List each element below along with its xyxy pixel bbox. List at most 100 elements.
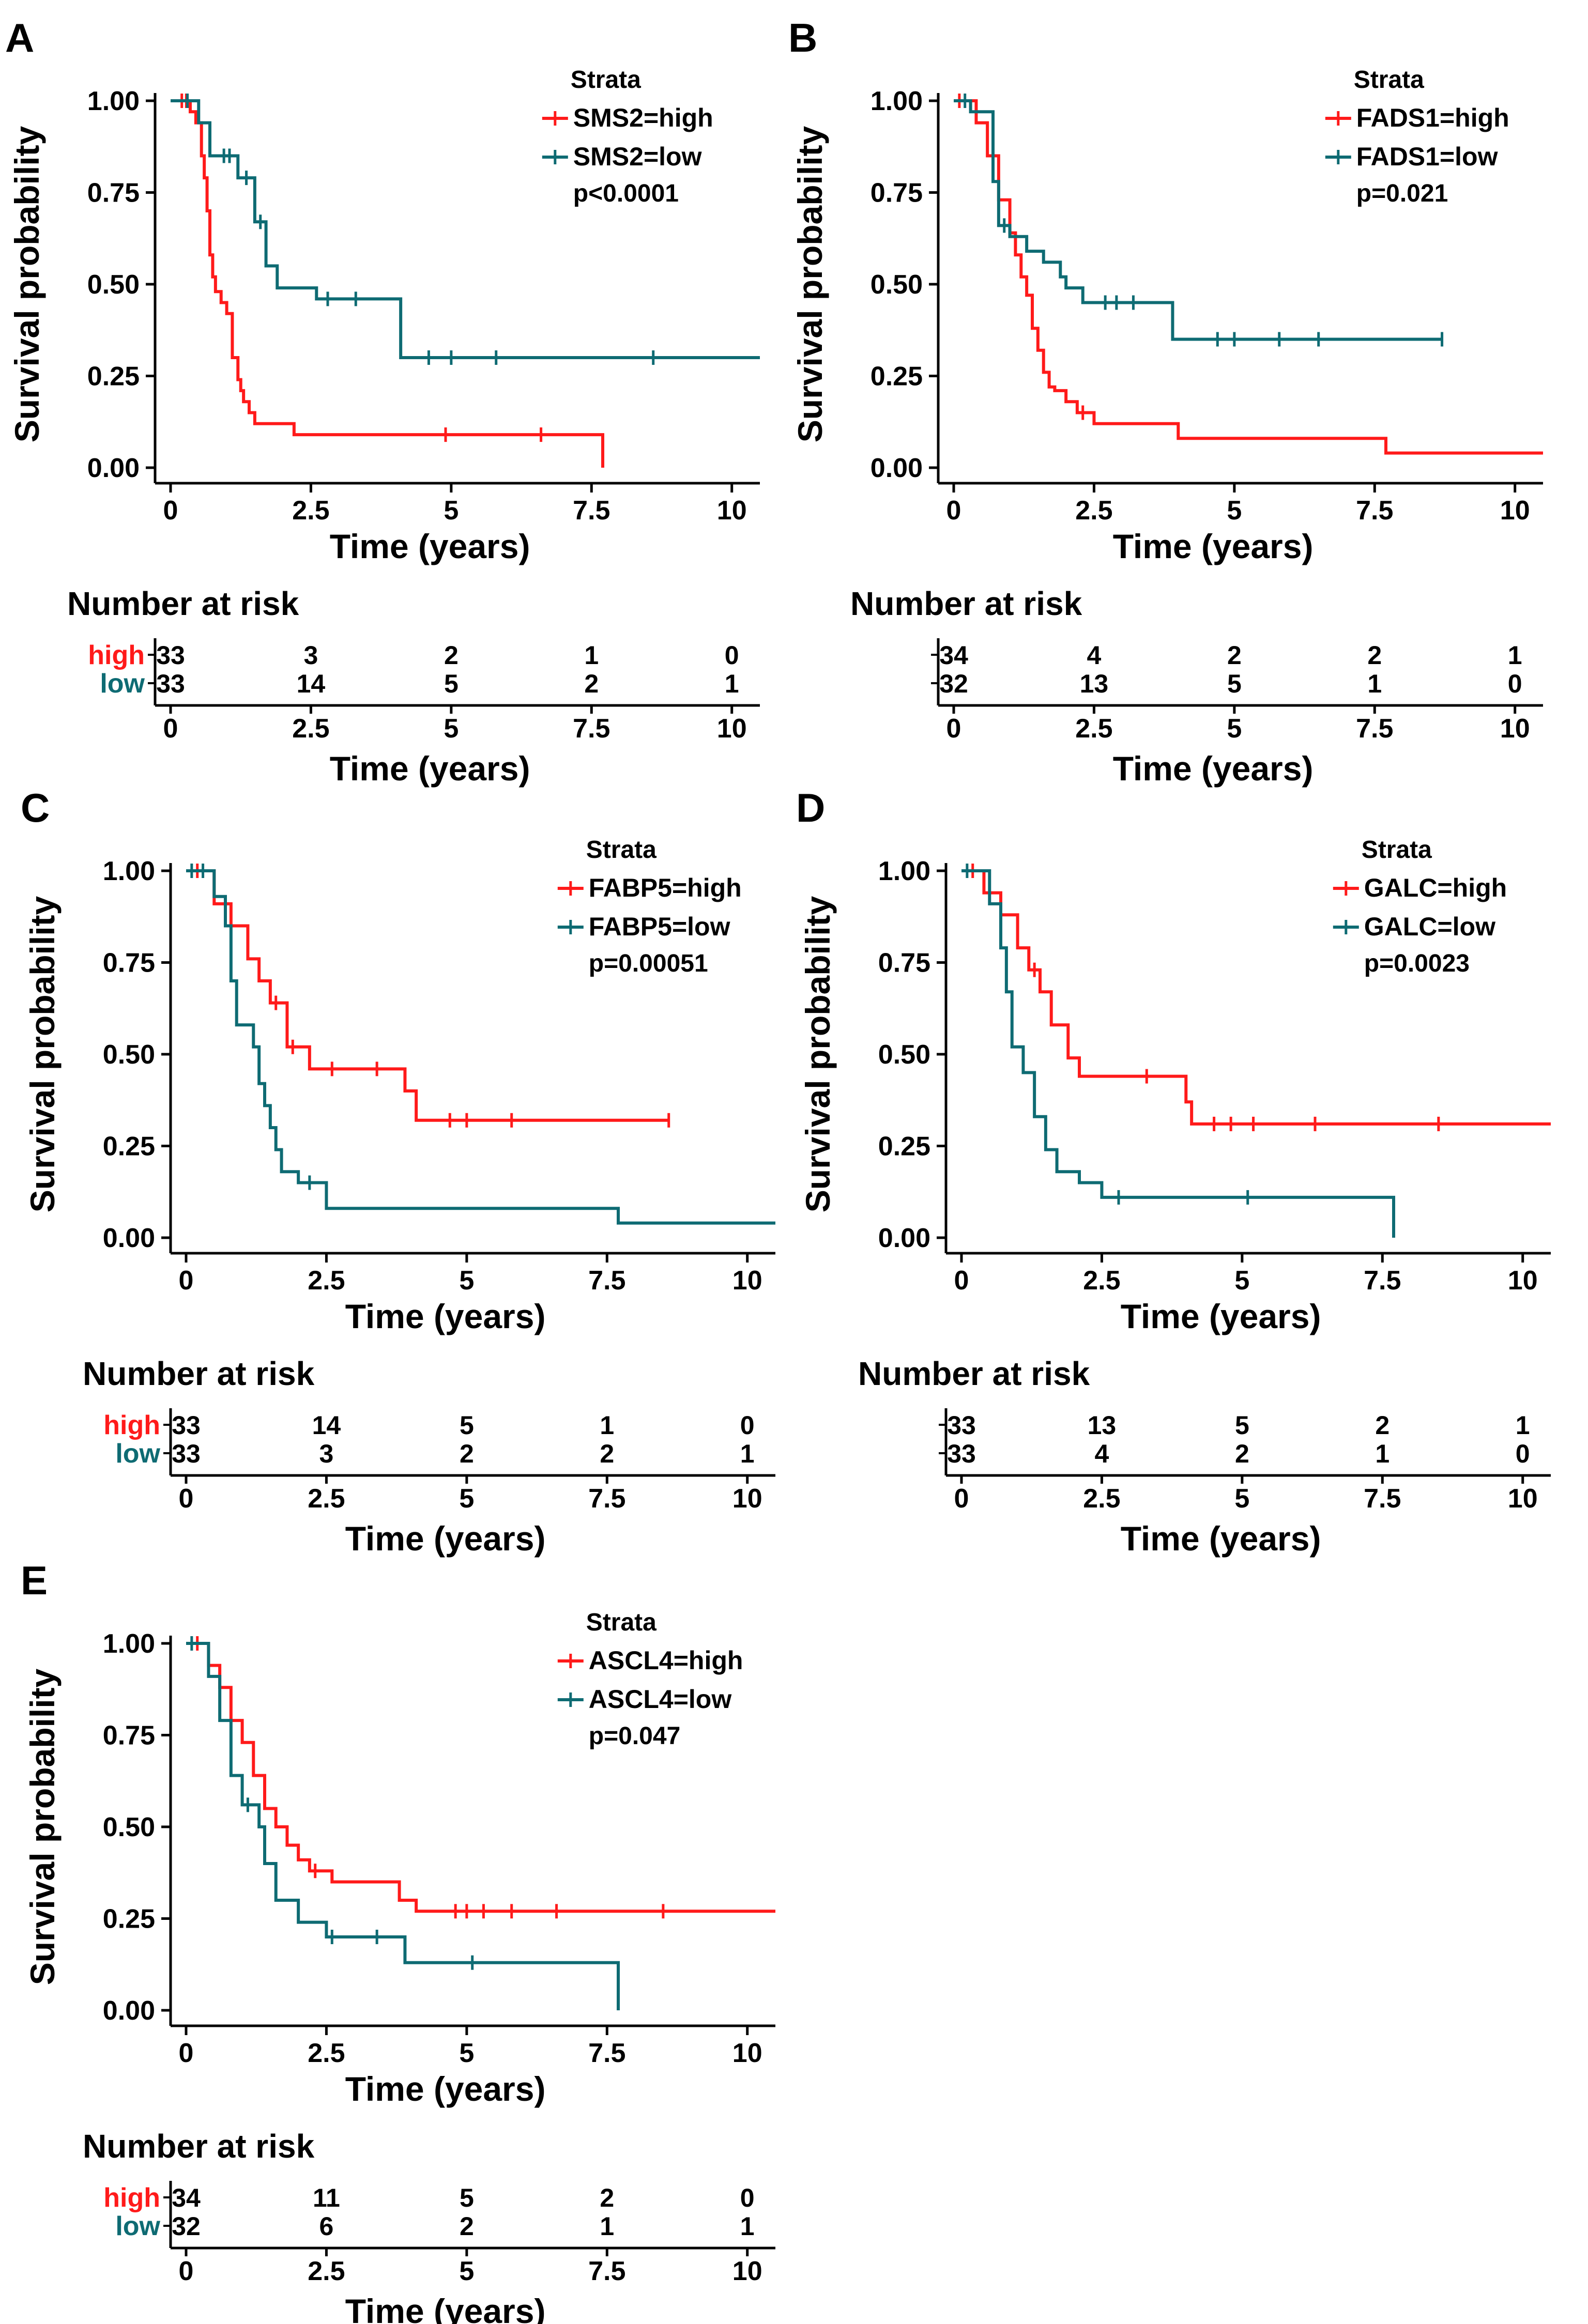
risk-x-tick-label: 0 bbox=[946, 714, 961, 744]
risk-count-high: 1 bbox=[1516, 1411, 1530, 1440]
x-axis-title: Time (years) bbox=[345, 2070, 546, 2108]
x-tick-label: 2.5 bbox=[308, 2038, 345, 2068]
legend-label-high: FABP5=high bbox=[589, 873, 742, 902]
x-tick-label: 7.5 bbox=[573, 496, 610, 526]
y-axis-title: Survival probability bbox=[799, 896, 837, 1212]
risk-x-axis-title: Time (years) bbox=[345, 1519, 546, 1558]
legend-label-low: FABP5=low bbox=[589, 912, 730, 941]
risk-count-low: 1 bbox=[725, 669, 739, 698]
x-tick-label: 10 bbox=[1508, 1266, 1538, 1296]
risk-x-tick-label: 10 bbox=[1500, 714, 1530, 744]
risk-x-tick-label: 10 bbox=[732, 2256, 762, 2286]
x-axis-title: Time (years) bbox=[330, 527, 530, 565]
risk-count-low: 14 bbox=[297, 669, 326, 698]
risk-count-high: 1 bbox=[1508, 641, 1522, 670]
risk-count-high: 5 bbox=[1235, 1411, 1249, 1440]
legend-label-low: GALC=low bbox=[1364, 912, 1495, 941]
risk-x-tick-label: 5 bbox=[459, 1484, 474, 1514]
panel-d: D0.000.250.500.751.000 2.5 5 7.5 10Survival … bbox=[796, 785, 1551, 1558]
risk-count-high: 2 bbox=[1367, 641, 1382, 670]
p-value: p<0.0001 bbox=[573, 180, 679, 207]
survival-curve-high bbox=[186, 1642, 775, 1913]
risk-x-tick-label: 2.5 bbox=[1075, 714, 1112, 744]
risk-count-low: 1 bbox=[1375, 1439, 1390, 1468]
risk-count-high: 2 bbox=[1375, 1411, 1390, 1440]
risk-count-low: 1 bbox=[740, 1439, 755, 1468]
survival-curve-low bbox=[171, 99, 760, 359]
x-axis-title: Time (years) bbox=[1121, 1297, 1321, 1335]
legend-label-high: SMS2=high bbox=[573, 103, 713, 132]
y-tick-label: 1.00 bbox=[871, 86, 923, 116]
risk-x-tick-label: 10 bbox=[717, 714, 747, 744]
risk-x-tick-label: 5 bbox=[459, 2256, 474, 2286]
x-tick-label: 7.5 bbox=[588, 1266, 625, 1296]
risk-count-high: 11 bbox=[313, 2183, 340, 2212]
panel-label: C bbox=[21, 785, 50, 830]
legend-title: Strata bbox=[1362, 836, 1432, 864]
panel-e: E0.000.250.500.751.000 2.5 5 7.5 10Survival … bbox=[21, 1558, 775, 2324]
y-tick-label: 0.00 bbox=[103, 1996, 155, 2026]
risk-x-tick-label: 7.5 bbox=[588, 2256, 625, 2286]
x-tick-label: 2.5 bbox=[1083, 1266, 1120, 1296]
risk-count-high: 5 bbox=[460, 2183, 474, 2212]
p-value: p=0.00051 bbox=[589, 950, 708, 977]
y-tick-label: 0.75 bbox=[878, 948, 930, 978]
risk-table-title: Number at risk bbox=[83, 2128, 315, 2165]
risk-count-high: 1 bbox=[584, 641, 599, 670]
panel-label: E bbox=[21, 1558, 48, 1603]
survival-curve-high bbox=[186, 869, 669, 1122]
y-tick-label: 1.00 bbox=[103, 856, 155, 886]
y-tick-label: 1.00 bbox=[103, 1629, 155, 1659]
legend-label-low: FADS1=low bbox=[1356, 142, 1498, 171]
p-value: p=0.0023 bbox=[1364, 950, 1470, 977]
x-tick-label: 0 bbox=[179, 2038, 194, 2068]
panel-label: A bbox=[5, 15, 34, 60]
risk-count-high: 2 bbox=[600, 2183, 614, 2212]
panel-b: B0.000.250.500.751.000 2.5 5 7.5 10Survival … bbox=[788, 15, 1543, 788]
survival-curve-low bbox=[954, 99, 1442, 341]
risk-count-low: 2 bbox=[584, 669, 599, 698]
risk-count-high: 14 bbox=[312, 1411, 341, 1440]
risk-count-low: 33 bbox=[156, 669, 185, 698]
risk-count-low: 2 bbox=[460, 2212, 474, 2241]
risk-count-low: 32 bbox=[172, 2212, 201, 2241]
y-tick-label: 0.50 bbox=[103, 1040, 155, 1070]
risk-x-tick-label: 0 bbox=[179, 2256, 194, 2286]
risk-count-low: 13 bbox=[1080, 669, 1109, 698]
risk-count-low: 6 bbox=[319, 2212, 334, 2241]
risk-count-low: 0 bbox=[1508, 669, 1522, 698]
panel-a: A0.000.250.500.751.000 2.5 5 7.5 10Survival … bbox=[5, 15, 760, 788]
risk-x-tick-label: 2.5 bbox=[308, 2256, 345, 2286]
risk-count-low: 32 bbox=[939, 669, 968, 698]
legend-label-high: GALC=high bbox=[1364, 873, 1507, 902]
x-tick-label: 0 bbox=[946, 496, 961, 526]
y-tick-label: 0.75 bbox=[87, 178, 140, 208]
x-tick-label: 0 bbox=[954, 1266, 969, 1296]
risk-count-low: 5 bbox=[1227, 669, 1242, 698]
x-tick-label: 10 bbox=[1500, 496, 1530, 526]
risk-x-axis-title: Time (years) bbox=[330, 749, 530, 788]
risk-count-low: 4 bbox=[1095, 1439, 1109, 1468]
x-tick-label: 0 bbox=[163, 496, 178, 526]
survival-curve-low bbox=[186, 869, 775, 1225]
risk-x-axis-title: Time (years) bbox=[345, 2292, 546, 2324]
y-tick-label: 0.00 bbox=[878, 1223, 930, 1253]
risk-row-name-low: low bbox=[115, 1439, 160, 1469]
y-tick-label: 0.00 bbox=[103, 1223, 155, 1253]
y-tick-label: 0.25 bbox=[87, 362, 140, 392]
x-tick-label: 7.5 bbox=[1364, 1266, 1401, 1296]
risk-x-tick-label: 5 bbox=[1227, 714, 1242, 744]
risk-count-low: 3 bbox=[319, 1439, 334, 1468]
risk-count-low: 33 bbox=[947, 1439, 976, 1468]
y-axis-title: Survival probability bbox=[23, 896, 62, 1212]
risk-count-high: 34 bbox=[939, 641, 968, 670]
panel-c: C0.000.250.500.751.000 2.5 5 7.5 10Survival … bbox=[21, 785, 775, 1558]
risk-x-tick-label: 2.5 bbox=[292, 714, 329, 744]
survival-curve-high bbox=[961, 869, 1551, 1126]
risk-count-high: 2 bbox=[444, 641, 459, 670]
x-tick-label: 7.5 bbox=[588, 2038, 625, 2068]
risk-table-title: Number at risk bbox=[67, 585, 299, 622]
y-tick-label: 0.25 bbox=[878, 1132, 930, 1162]
risk-x-tick-label: 7.5 bbox=[1364, 1484, 1401, 1514]
